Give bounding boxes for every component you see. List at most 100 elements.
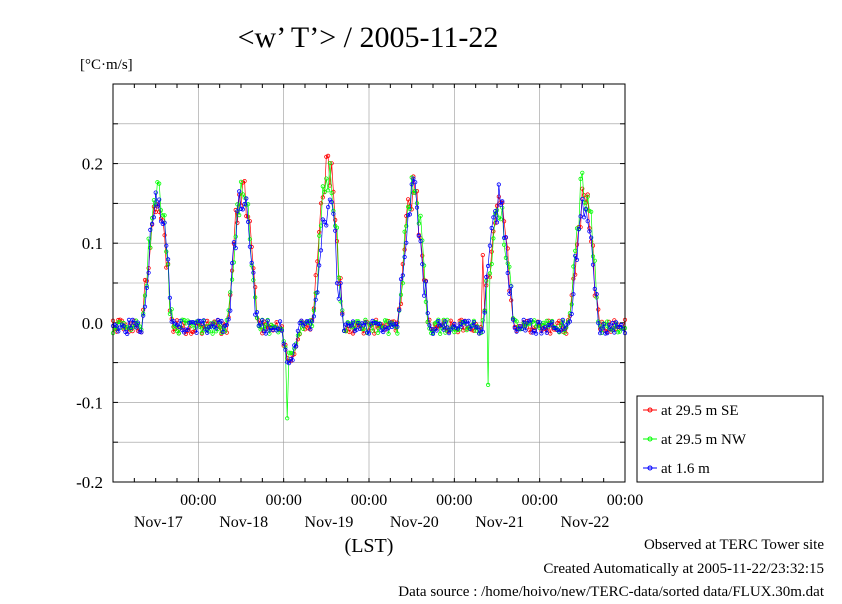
data-point: [244, 196, 249, 201]
data-point: [613, 320, 619, 325]
legend-label: at 29.5 m NW: [661, 432, 747, 448]
data-point: [615, 324, 621, 329]
data-point: [505, 246, 510, 251]
data-point: [423, 279, 428, 284]
data-point: [203, 327, 208, 332]
data-point: [509, 284, 514, 289]
y-tick-label: 0.1: [82, 234, 103, 253]
footer-site: Observed at TERC Tower site: [643, 537, 824, 553]
data-point: [214, 326, 219, 331]
data-point: [324, 176, 329, 181]
data-point: [573, 248, 578, 253]
data-point: [150, 221, 155, 226]
data-point: [544, 330, 549, 335]
data-point: [157, 197, 162, 202]
data-point: [290, 358, 295, 363]
data-point: [158, 208, 164, 213]
data-point: [436, 318, 441, 324]
data-point: [471, 319, 476, 325]
data-point: [571, 276, 576, 281]
data-point: [246, 219, 251, 224]
data-point: [413, 188, 418, 194]
data-point: [285, 416, 290, 421]
data-point: [317, 229, 322, 235]
data-point: [384, 318, 389, 323]
data-point: [420, 253, 425, 258]
data-point: [528, 317, 533, 323]
data-point: [134, 325, 139, 330]
data-point: [183, 327, 188, 332]
data-point: [247, 237, 252, 242]
data-point: [350, 319, 356, 324]
data-point: [363, 320, 368, 325]
data-point: [573, 272, 578, 277]
series-2: [110, 176, 628, 366]
data-point: [596, 307, 601, 312]
data-point: [196, 318, 201, 323]
x-tick-time-label: 00:00: [180, 492, 216, 509]
data-point: [583, 206, 589, 211]
x-tick-date-label: Nov-18: [219, 514, 268, 531]
data-point: [148, 245, 153, 250]
data-point: [148, 227, 153, 232]
data-point: [400, 273, 405, 278]
data-point: [589, 209, 594, 214]
y-axis-label: [°C·m/s]: [80, 57, 133, 73]
data-point: [573, 253, 578, 258]
y-tick-label: 0.2: [82, 155, 103, 174]
data-point: [242, 201, 247, 207]
data-point: [466, 318, 471, 323]
data-point: [576, 226, 581, 232]
data-point: [569, 302, 574, 307]
data-point: [135, 320, 140, 325]
data-point: [589, 235, 594, 240]
data-point: [210, 331, 215, 336]
data-point: [501, 219, 507, 224]
data-point: [221, 329, 226, 335]
legend-label: at 1.6 m: [661, 461, 710, 477]
data-point: [386, 331, 391, 336]
data-point: [421, 293, 427, 298]
data-point: [498, 217, 503, 222]
data-point: [590, 243, 596, 248]
legend-marker: [647, 436, 653, 442]
data-point: [375, 330, 380, 335]
data-point: [238, 179, 244, 184]
data-point: [580, 197, 585, 202]
data-point: [468, 326, 473, 331]
data-point: [398, 276, 404, 282]
data-point: [548, 323, 553, 328]
data-point: [505, 270, 510, 276]
data-point: [324, 223, 329, 228]
data-point: [309, 319, 315, 324]
data-point: [254, 315, 260, 320]
data-point: [162, 213, 167, 218]
data-point: [320, 184, 325, 189]
data-point: [317, 233, 322, 238]
data-point: [293, 344, 299, 349]
data-point: [349, 323, 354, 328]
data-point: [325, 188, 331, 193]
data-point: [418, 239, 423, 244]
data-point: [619, 322, 624, 328]
data-point: [416, 221, 421, 226]
data-point: [377, 321, 382, 327]
data-point: [608, 327, 613, 332]
data-point: [279, 328, 284, 333]
data-point: [331, 211, 336, 216]
data-point: [233, 234, 238, 239]
data-point: [485, 263, 491, 269]
data-point: [494, 203, 500, 208]
data-point: [535, 320, 541, 325]
data-point: [198, 324, 203, 330]
data-point: [411, 176, 416, 181]
data-point: [560, 317, 565, 322]
data-point: [402, 254, 407, 260]
data-point: [546, 322, 551, 327]
data-point: [253, 284, 258, 290]
x-tick-date-label: Nov-19: [305, 514, 354, 531]
data-point: [237, 189, 242, 194]
data-point: [288, 350, 293, 355]
data-point: [146, 270, 151, 275]
data-point: [253, 295, 258, 300]
